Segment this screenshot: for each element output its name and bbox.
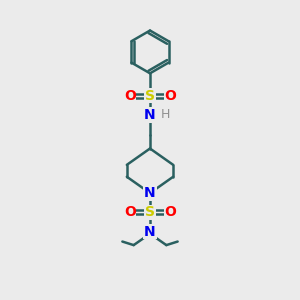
Text: O: O — [164, 206, 176, 219]
Text: S: S — [145, 206, 155, 219]
Text: O: O — [124, 88, 136, 103]
Text: H: H — [161, 108, 170, 122]
Text: O: O — [124, 206, 136, 219]
Text: O: O — [164, 88, 176, 103]
Text: N: N — [144, 225, 156, 239]
Text: S: S — [145, 88, 155, 103]
Text: N: N — [144, 108, 156, 122]
Text: N: N — [144, 186, 156, 200]
